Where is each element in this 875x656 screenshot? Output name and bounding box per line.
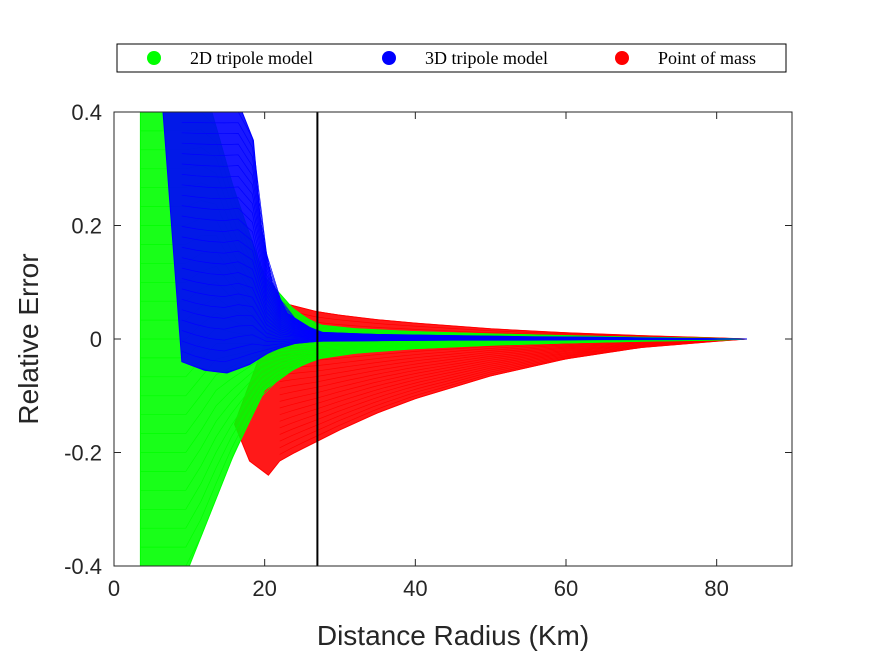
legend-label-3d-tripole: 3D tripole model bbox=[425, 48, 548, 68]
y-tick-label: 0.4 bbox=[71, 100, 102, 125]
tick-layer: 0 20 40 60 80 -0.4 -0.2 0 0.2 0.4 bbox=[64, 100, 792, 601]
y-tick-label: -0.4 bbox=[64, 554, 102, 579]
y-axis-label: Relative Error bbox=[13, 253, 44, 424]
series-curve-point-of-mass bbox=[279, 338, 747, 416]
series-curve-point-of-mass bbox=[279, 338, 747, 435]
x-tick-label: 80 bbox=[704, 576, 728, 601]
y-tick-label: 0 bbox=[90, 327, 102, 352]
x-tick-label: 60 bbox=[554, 576, 578, 601]
series-curve-point-of-mass bbox=[279, 315, 747, 340]
y-tick-label: -0.2 bbox=[64, 441, 102, 466]
x-tick-label: 40 bbox=[403, 576, 427, 601]
series-curve-point-of-mass bbox=[279, 338, 747, 402]
series-curve-point-of-mass bbox=[279, 338, 747, 396]
series-curve-point-of-mass bbox=[279, 338, 747, 429]
series-curve-3d-tripole-model bbox=[181, 112, 747, 340]
legend-label-2d-tripole: 2D tripole model bbox=[190, 48, 313, 68]
legend-marker-point-of-mass bbox=[615, 51, 629, 65]
x-tick-label: 0 bbox=[108, 576, 120, 601]
series-curve-point-of-mass bbox=[279, 338, 747, 455]
legend-label-point-of-mass: Point of mass bbox=[658, 48, 756, 68]
y-tick-label: 0.2 bbox=[71, 214, 102, 239]
series-curve-point-of-mass bbox=[279, 338, 747, 449]
series-curve-point-of-mass bbox=[279, 338, 747, 409]
legend-box bbox=[116, 43, 787, 73]
series-curve-point-of-mass bbox=[279, 338, 747, 442]
legend: 2D tripole model 3D tripole model Point … bbox=[116, 43, 787, 73]
series-layer bbox=[139, 112, 747, 566]
legend-marker-3d-tripole bbox=[382, 51, 396, 65]
series-curve-point-of-mass bbox=[279, 308, 747, 340]
x-tick-label: 20 bbox=[252, 576, 276, 601]
legend-marker-2d-tripole bbox=[147, 51, 161, 65]
series-curve-point-of-mass bbox=[279, 301, 747, 340]
x-axis-label: Distance Radius (Km) bbox=[317, 620, 589, 651]
